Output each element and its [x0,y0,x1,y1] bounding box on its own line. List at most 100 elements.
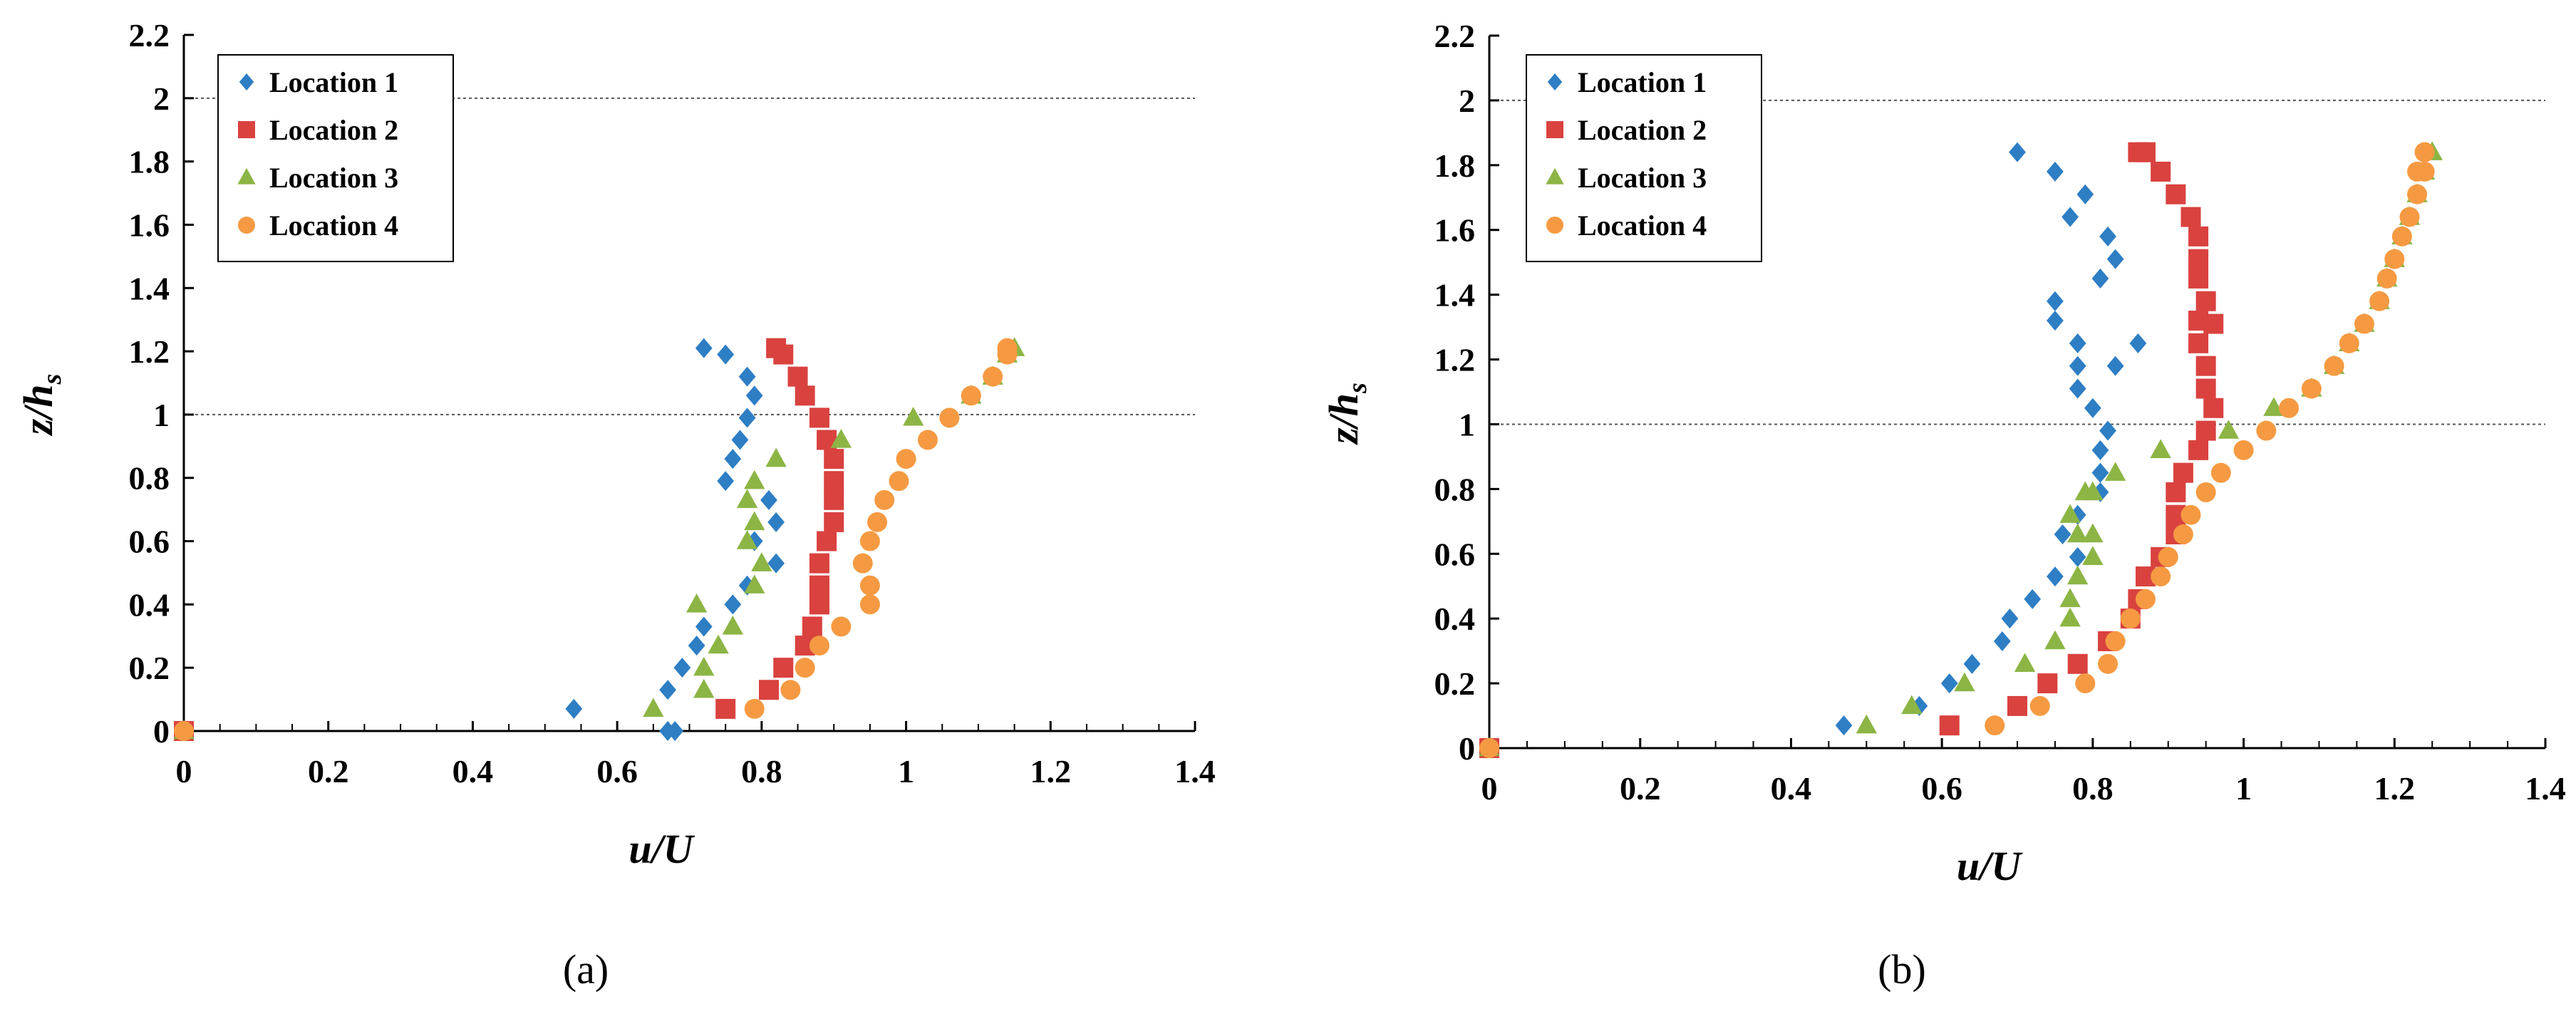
x-tick-label: 0.4 [1771,770,1812,807]
x-tick-label: 0.8 [741,753,782,789]
data-point [2076,184,2094,204]
data-point [795,658,815,678]
data-point [2173,524,2193,544]
data-point [2279,398,2300,418]
data-point [2098,653,2119,674]
legend-label: Location 4 [1578,209,1707,242]
data-point [688,636,705,656]
data-point [673,658,691,678]
data-point [2069,378,2086,399]
data-point [983,366,1003,387]
data-point [174,721,194,741]
y-tick-label: 0.2 [129,650,170,686]
data-point [2001,608,2019,629]
legend-box [217,54,454,262]
legend-marker [1546,121,1563,138]
data-point [2135,589,2156,609]
data-point [722,616,744,635]
data-point [2369,291,2390,311]
data-point [2339,333,2359,353]
chart-panel-a: 0 0.2 0.4 0.6 0.8 1 1.2 1.4 1.6 1.8 2 2.2 0 0.2 0.4 0.6… [15,17,1216,992]
chart-a: 0 0.2 0.4 0.6 0.8 1 1.2 1.4 1.6 1.8 2 2.2 0 0.2 0.4 0.6… [15,17,1216,992]
chart-panel-b: 0 0.2 0.4 0.6 0.8 1 1.2 1.4 1.6 1.8 2 2.2 0 0.2 0.4 0.6… [1288,0,2575,1016]
data-point [2195,291,2216,311]
x-tick-label: 1.2 [1030,753,1072,789]
data-point [2059,504,2081,523]
data-point [1993,631,2011,651]
data-point [2099,226,2116,247]
data-point [2024,589,2042,609]
y-tick-label: 1 [1459,406,1475,442]
x-tick-label: 0.4 [452,753,494,789]
data-point [2399,207,2420,227]
data-point [2129,333,2147,353]
data-point [780,680,801,700]
data-point [1963,653,1981,674]
data-point [2091,462,2109,483]
y-axis-title-subscript: s [37,374,67,385]
data-point [2044,630,2066,650]
legend-marker [1546,217,1563,234]
data-point [859,575,880,596]
data-point [736,530,758,549]
data-point [2067,565,2089,585]
x-axis-title: u/U [1957,843,2023,889]
data-point [2195,482,2216,502]
x-tick-label: 0 [176,753,192,789]
data-point [2301,378,2322,399]
data-point [745,385,763,406]
data-point [824,489,844,510]
data-point [2067,523,2089,543]
data-point [715,698,736,719]
x-tick-label: 1.4 [1174,753,1216,789]
y-axis-title-subscript: s [1343,383,1372,394]
data-point [824,449,844,470]
data-point [2391,226,2412,247]
data-point [824,512,844,532]
data-point [1940,673,1958,694]
data-point [809,553,829,574]
data-point [2384,249,2405,269]
data-point [2037,673,2058,694]
data-point [767,512,785,532]
series-4 [1479,142,2435,758]
data-point [2195,420,2216,441]
data-point [2150,439,2171,459]
data-point [903,406,924,426]
y-tick-label: 1.6 [1434,212,1476,249]
data-point [695,616,713,637]
data-point [809,636,829,656]
data-point [2084,398,2101,418]
x-tick-label: 1.4 [2525,770,2566,807]
data-point [2047,566,2064,587]
y-tick-label: 0.8 [129,460,170,497]
series-3 [173,337,1025,740]
data-point [809,594,829,615]
data-point [2354,313,2374,334]
data-point [2059,588,2081,608]
x-tick-label: 1 [2235,770,2252,807]
y-axis-title: z/hs [1320,383,1372,445]
data-point [765,447,787,467]
y-tick-label: 0.6 [1434,536,1476,572]
data-point [889,471,909,492]
series-1 [175,338,785,741]
y-tick-label: 2.2 [129,17,170,53]
data-point [2407,184,2428,204]
data-point [767,553,785,574]
data-point [693,678,715,698]
data-point [2414,161,2435,182]
data-point [2104,462,2126,481]
data-point [724,449,742,470]
legend-label: Location 4 [269,209,398,242]
data-point [1479,738,1499,758]
y-tick-label: 1.4 [129,270,170,306]
data-point [997,338,1018,358]
data-point [2120,608,2141,629]
legend-label: Location 3 [1578,162,1707,194]
data-point [2233,440,2254,460]
y-tick-label: 0 [1459,730,1475,767]
data-point [2195,356,2216,376]
data-point [2256,420,2277,441]
data-point [2014,653,2036,673]
